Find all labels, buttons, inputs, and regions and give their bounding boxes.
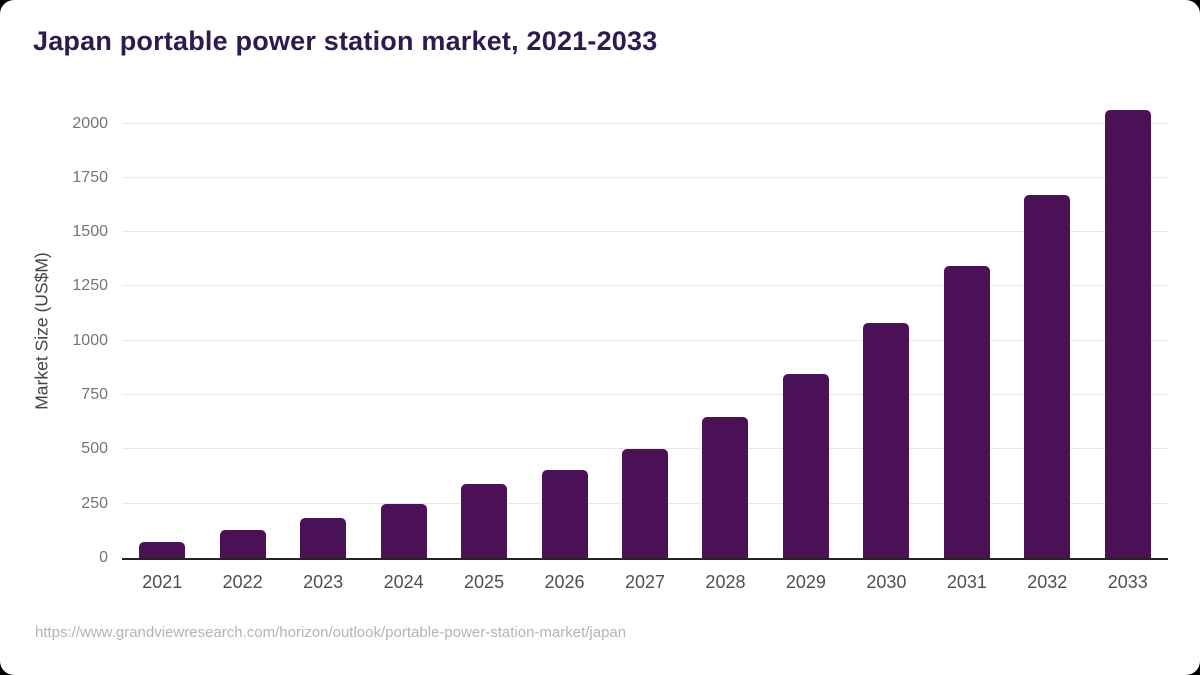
bar-2021 [139, 541, 186, 558]
x-tick-label-2024: 2024 [383, 572, 424, 592]
chart-title: Japan portable power station market, 202… [33, 26, 658, 56]
plot-area: 0 250 500 750 1000 1250 1500 1750 2000 2021 2022 20… [72, 104, 1168, 592]
bar-2026 [541, 470, 588, 558]
x-tick-label-2032: 2032 [1027, 572, 1068, 592]
gridline-750 [122, 394, 1168, 396]
gridline-1000 [122, 339, 1168, 341]
gridline-1750 [122, 176, 1168, 178]
y-tick-label-2000: 2000 [72, 114, 108, 132]
x-tick-label-2021: 2021 [142, 572, 183, 592]
bar-2023 [300, 517, 347, 558]
x-tick-label-2029: 2029 [785, 572, 826, 592]
gridline-1500 [122, 231, 1168, 233]
bar-2025 [461, 484, 508, 558]
y-tick-label-1500: 1500 [72, 223, 108, 241]
bar-2022 [219, 529, 266, 558]
bar-2029 [782, 374, 829, 558]
source-url: https://www.grandviewresearch.com/horizo… [35, 624, 627, 641]
bar-2030 [863, 323, 910, 558]
bar-2032 [1024, 195, 1071, 558]
x-tick-label-2026: 2026 [544, 572, 585, 592]
y-tick-label-1000: 1000 [72, 331, 108, 349]
x-tick-label-2023: 2023 [303, 572, 344, 592]
x-tick-label-2030: 2030 [866, 572, 907, 592]
x-tick-label-2028: 2028 [705, 572, 746, 592]
x-tick-label-2027: 2027 [624, 572, 666, 592]
gridline-1250 [122, 285, 1168, 287]
y-tick-label-1750: 1750 [72, 168, 108, 186]
y-tick-label-500: 500 [81, 440, 108, 458]
x-tick-label-2033: 2033 [1107, 572, 1148, 592]
bar-2028 [702, 417, 749, 558]
y-axis-title: Market Size (US$M) [31, 252, 52, 410]
x-tick-label-2022: 2022 [222, 572, 263, 592]
gridline-2000 [122, 122, 1168, 124]
bar-2024 [380, 503, 427, 558]
bar-2027 [622, 448, 668, 558]
y-tick-label-0: 0 [99, 549, 108, 566]
y-tick-label-250: 250 [81, 494, 108, 512]
y-tick-label-1250: 1250 [72, 277, 108, 295]
x-tick-label-2031: 2031 [946, 572, 987, 592]
bar-2033 [1104, 110, 1151, 558]
bar-2031 [943, 265, 990, 558]
x-tick-label-2025: 2025 [464, 572, 505, 592]
y-tick-label-750: 750 [81, 386, 108, 404]
